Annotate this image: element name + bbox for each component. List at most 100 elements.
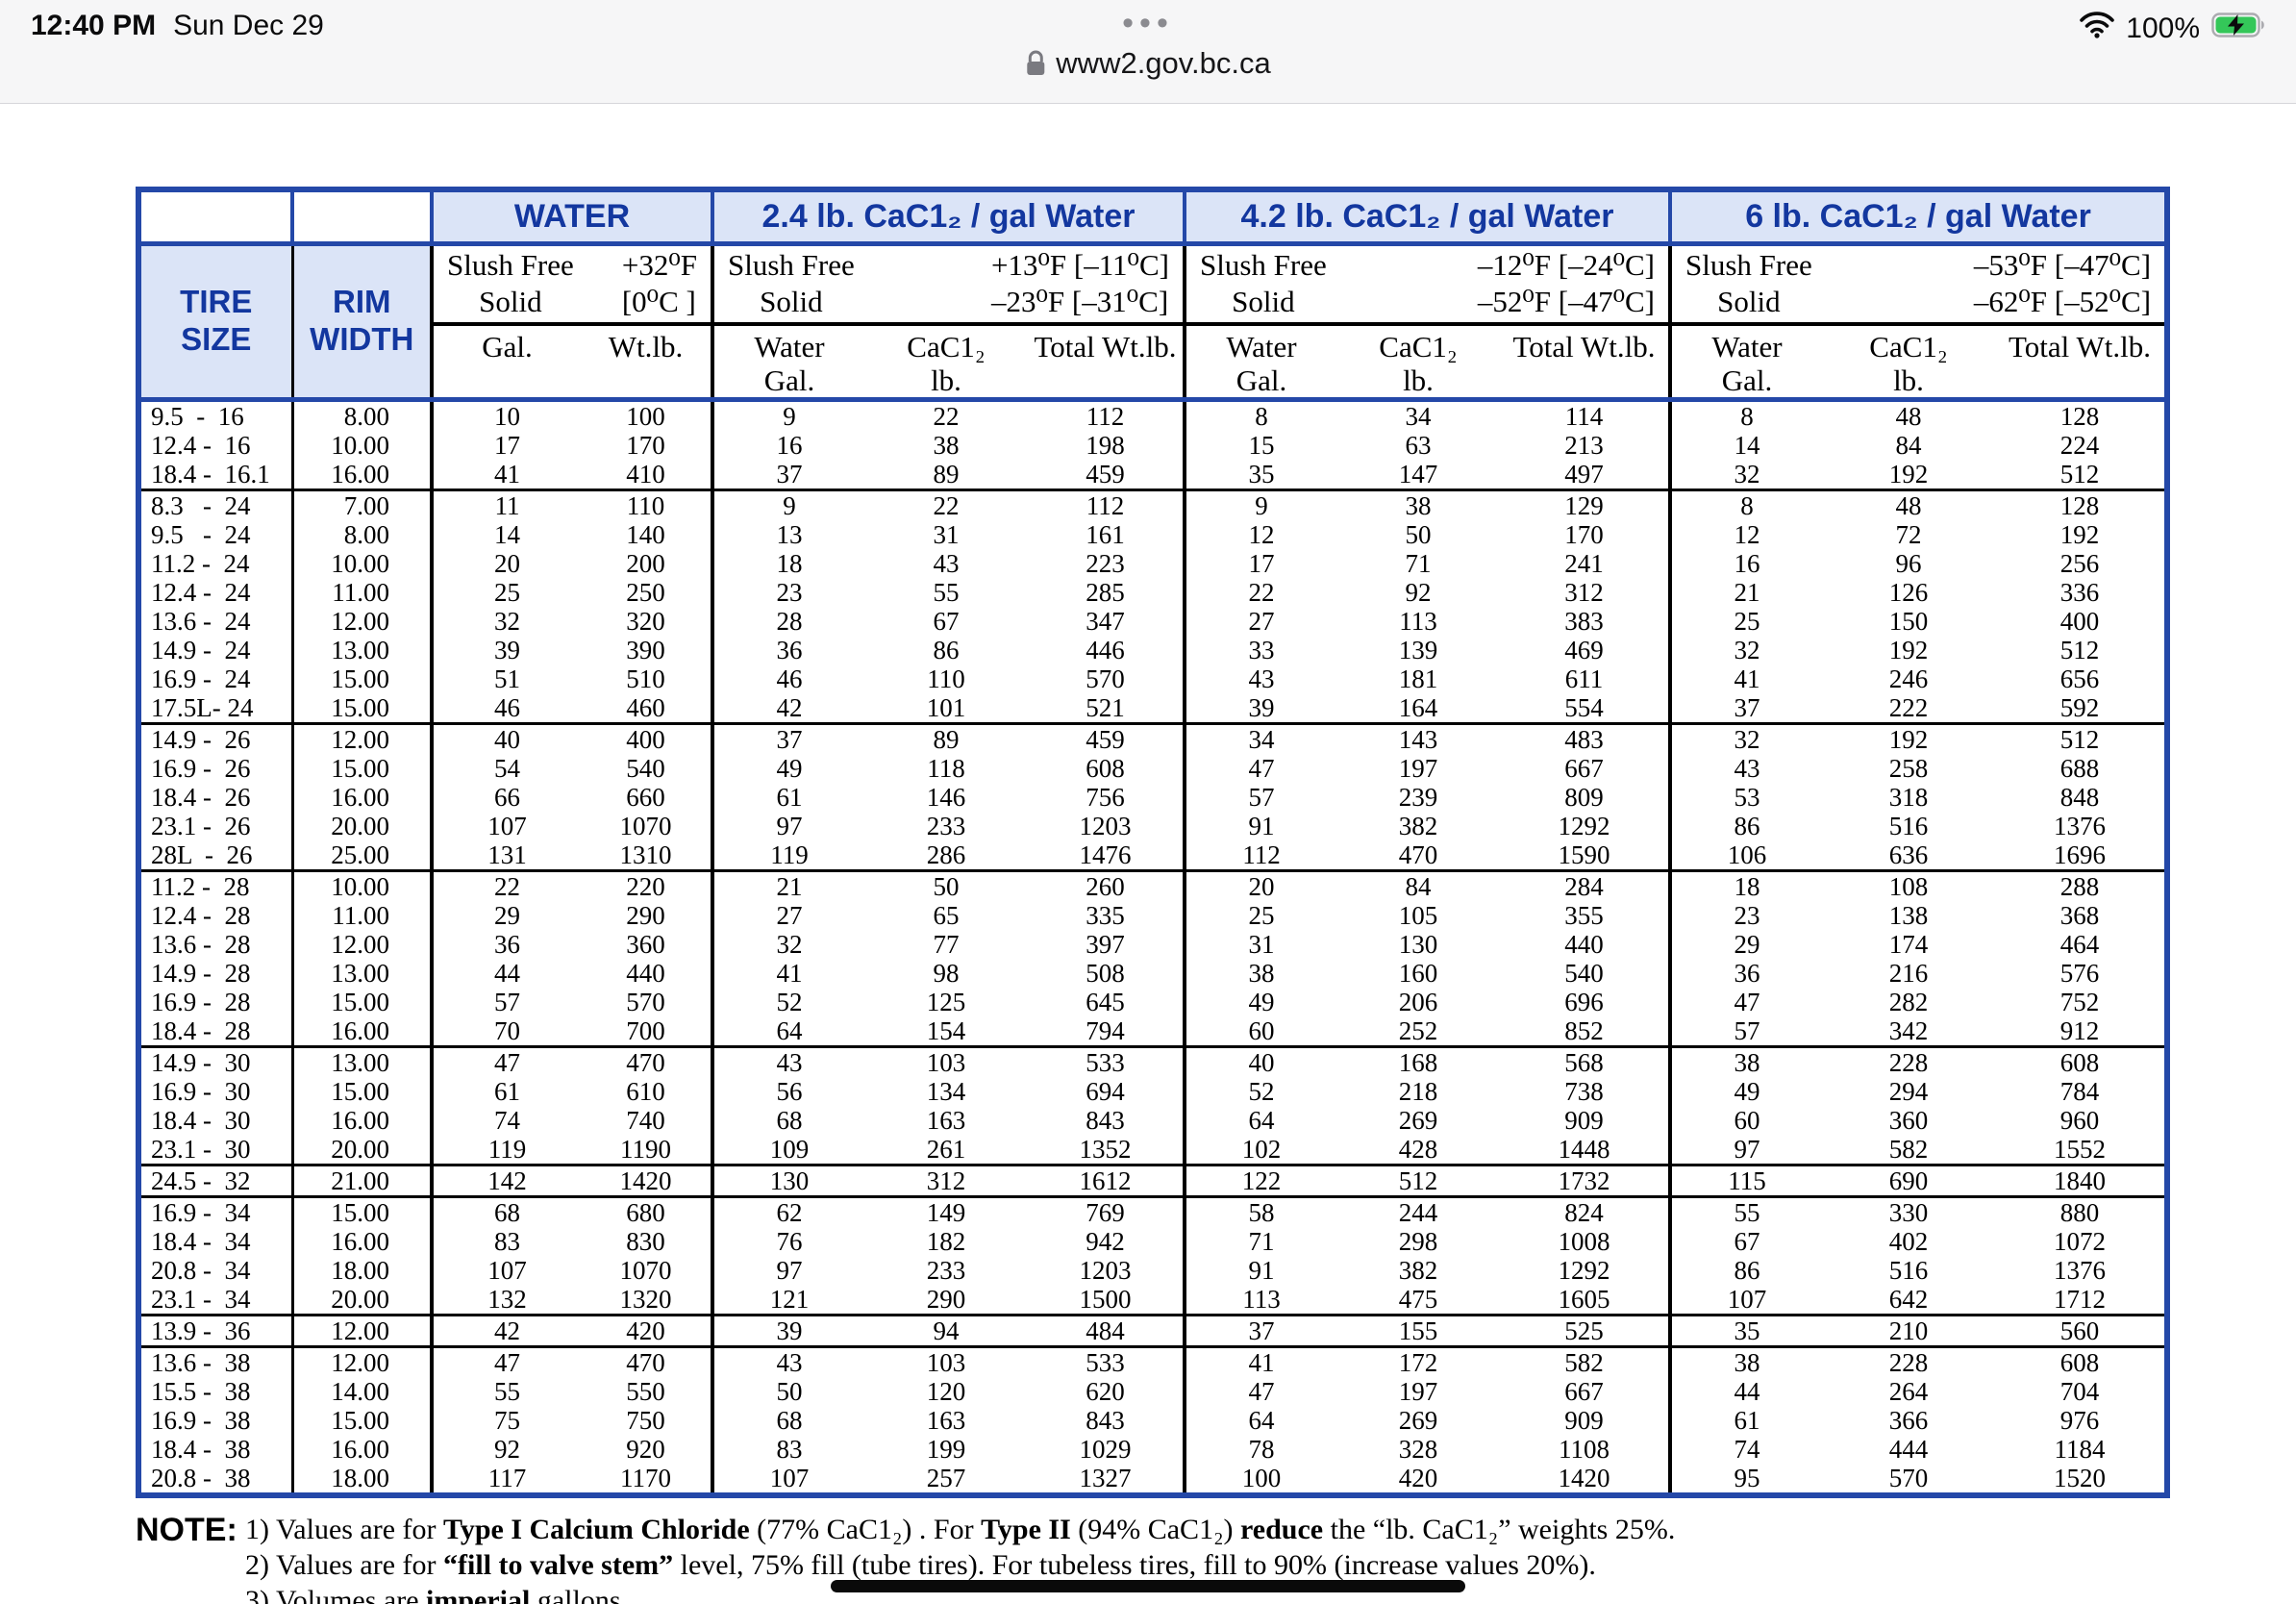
- value-cell: 288: [1995, 869, 2168, 901]
- value-cell: 1292: [1500, 1256, 1672, 1285]
- value-cell: 27: [1248, 607, 1275, 636]
- value-cell: 131: [487, 840, 527, 869]
- value-cell: 84: [1336, 869, 1500, 901]
- value-cell: 1072: [2054, 1227, 2106, 1256]
- value-cell: 794: [1028, 1016, 1186, 1047]
- value-cell: 37: [776, 460, 803, 489]
- value-cell: 636: [1888, 840, 1929, 869]
- value-cell: 366: [1888, 1406, 1929, 1435]
- value-cell: 43: [712, 1345, 864, 1377]
- note-items: 1) Values are for Type I Calcium Chlorid…: [245, 1512, 1675, 1604]
- value-cell: 33: [1248, 636, 1275, 664]
- value-cell: 63: [1405, 431, 1432, 460]
- value-cell: 18.00: [292, 1464, 434, 1495]
- value-cell: 10: [494, 402, 520, 431]
- value-cell: 119: [487, 1135, 527, 1164]
- tire-size-cell: 23.1 - 26: [138, 812, 294, 840]
- value-cell: 260: [1028, 869, 1186, 901]
- table-row: 16.9 - 34 15.00 68 680 62 149 769 58 244 824 55 330…: [138, 1195, 2168, 1227]
- page-menu-button[interactable]: •••: [1122, 5, 1174, 41]
- value-cell: 13.00: [292, 1045, 434, 1077]
- tire-size-cell: 17.5L- 24: [138, 693, 294, 724]
- value-cell: 241: [1500, 549, 1672, 578]
- value-cell: 1376: [2054, 1256, 2106, 1285]
- value-cell: 252: [1398, 1016, 1438, 1045]
- value-cell: 112: [1242, 840, 1281, 869]
- value-cell: 233: [926, 1256, 966, 1285]
- value-cell: 470: [581, 1345, 714, 1377]
- value-cell: 32: [1734, 636, 1760, 664]
- value-cell: 98: [933, 959, 960, 988]
- value-cell: 16: [776, 431, 803, 460]
- value-cell: 690: [1822, 1164, 1995, 1197]
- value-cell: 16.00: [292, 783, 434, 812]
- value-cell: 223: [1028, 549, 1186, 578]
- unit-header: Total Wt.lb.: [1028, 324, 1186, 402]
- value-cell: 115: [1670, 1164, 1822, 1197]
- tire-size-cell: 11.2 - 28: [138, 869, 294, 901]
- value-cell: 130: [1398, 930, 1438, 959]
- wifi-icon: [2080, 12, 2115, 46]
- value-cell: 29: [1734, 930, 1760, 959]
- table-row: 23.1 - 34 20.00 132 1320 121 290 1500 113 475 160…: [138, 1285, 2167, 1316]
- value-cell: 428: [1398, 1135, 1438, 1164]
- value-cell: 13: [776, 520, 803, 549]
- value-cell: 320: [581, 607, 714, 636]
- value-cell: 1310: [581, 840, 714, 871]
- value-cell: 164: [1398, 693, 1438, 722]
- value-cell: 43: [712, 1045, 864, 1077]
- battery-percent: 100%: [2126, 13, 2200, 44]
- value-cell: 192: [2059, 520, 2100, 549]
- value-cell: 18.00: [292, 1256, 434, 1285]
- value-cell: 342: [1888, 1016, 1929, 1045]
- value-cell: 15: [1248, 431, 1275, 460]
- value-cell: 1696: [2054, 840, 2106, 869]
- value-cell: 22: [1248, 578, 1275, 607]
- value-cell: 161: [1028, 520, 1186, 549]
- value-cell: 1840: [1995, 1164, 2168, 1197]
- value-cell: 57: [494, 988, 520, 1016]
- value-cell: 41: [776, 959, 803, 988]
- value-cell: 112: [1028, 489, 1186, 520]
- value-cell: 61: [776, 783, 803, 812]
- value-cell: 216: [1888, 959, 1929, 988]
- value-cell: 172: [1336, 1345, 1500, 1377]
- value-cell: 8.00: [292, 520, 434, 549]
- tire-size-cell: 18.4 - 16.1: [138, 460, 294, 490]
- tire-size-cell: 13.9 - 36: [138, 1314, 294, 1347]
- value-cell: 64: [1248, 1106, 1275, 1135]
- value-cell: 47: [432, 1045, 581, 1077]
- table-row: 11.2 - 24 10.00 20 200 18 43 223 17 71 241 16 96 256: [138, 549, 2167, 578]
- value-cell: 43: [1734, 754, 1760, 783]
- table-row: 13.6 - 24 12.00 32 320 28 67 347 27 113 383 25 150 4…: [138, 607, 2167, 636]
- tire-size-cell: 13.6 - 38: [138, 1345, 294, 1377]
- value-cell: 645: [1028, 988, 1186, 1016]
- value-cell: 222: [1888, 693, 1929, 722]
- address-bar[interactable]: www2.gov.bc.ca: [1025, 46, 1271, 81]
- value-cell: 86: [933, 636, 960, 664]
- value-cell: 57: [1734, 1016, 1760, 1045]
- value-cell: 31: [1248, 930, 1275, 959]
- value-cell: 170: [581, 431, 714, 460]
- tire-size-cell: 8.3 - 24: [138, 489, 294, 520]
- value-cell: 46: [776, 664, 803, 693]
- value-cell: 21.00: [292, 1164, 434, 1197]
- value-cell: 1190: [581, 1135, 714, 1165]
- table-condition-header-row: TIRE SIZE RIM WIDTH Slush Free Solid +32⁰…: [138, 243, 2168, 402]
- value-cell: 100: [581, 399, 714, 431]
- tire-size-cell: 13.6 - 24: [138, 607, 294, 636]
- value-cell: 16.00: [292, 1435, 434, 1464]
- value-cell: 140: [581, 520, 714, 549]
- value-cell: 55: [494, 1377, 520, 1406]
- value-cell: 15.00: [292, 693, 434, 724]
- value-cell: 12.00: [292, 1314, 434, 1347]
- home-indicator[interactable]: [831, 1580, 1465, 1592]
- value-cell: 483: [1500, 722, 1672, 754]
- value-cell: 335: [1028, 901, 1186, 930]
- value-cell: 44: [494, 959, 520, 988]
- table-row: 14.9 - 24 13.00 39 390 36 86 446 33 139 469 32 192 5…: [138, 636, 2167, 664]
- value-cell: 383: [1500, 607, 1672, 636]
- tire-size-cell: 18.4 - 28: [138, 1016, 294, 1047]
- value-cell: 38: [933, 431, 960, 460]
- value-cell: 192: [1888, 460, 1929, 489]
